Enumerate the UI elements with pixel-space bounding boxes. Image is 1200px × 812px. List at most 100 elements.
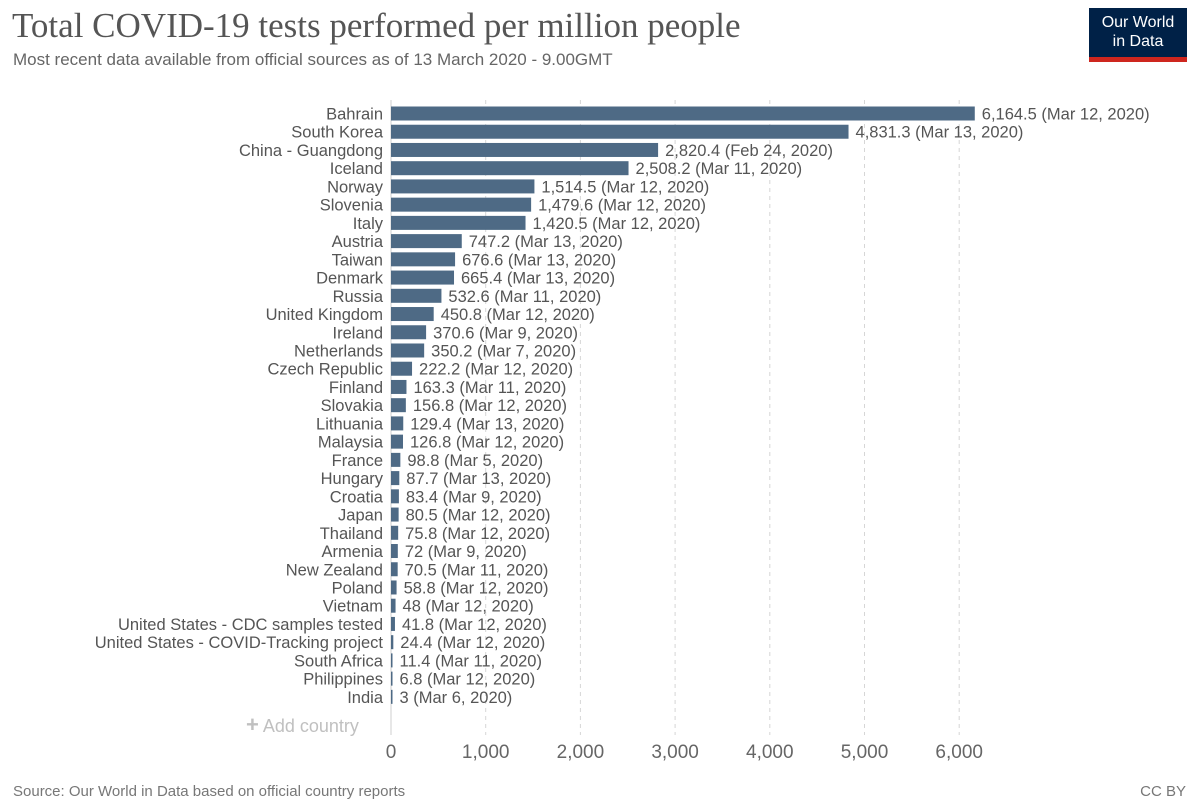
x-tick-label: 2,000 bbox=[557, 742, 605, 763]
category-label: Denmark bbox=[316, 270, 384, 288]
bar bbox=[391, 197, 532, 212]
bar bbox=[391, 161, 629, 176]
bar bbox=[391, 525, 399, 540]
category-label: Philippines bbox=[303, 671, 383, 689]
category-label: United States - CDC samples tested bbox=[118, 616, 383, 634]
bar bbox=[391, 252, 456, 267]
category-label: Croatia bbox=[330, 488, 384, 506]
data-label: 156.8 (Mar 12, 2020) bbox=[413, 397, 567, 415]
data-label: 6,164.5 (Mar 12, 2020) bbox=[982, 106, 1150, 124]
category-label: Lithuania bbox=[316, 415, 384, 433]
category-label: Slovakia bbox=[321, 397, 384, 415]
category-label: Iceland bbox=[330, 160, 383, 178]
data-label: 2,508.2 (Mar 11, 2020) bbox=[636, 160, 803, 178]
data-label: 1,479.6 (Mar 12, 2020) bbox=[538, 197, 706, 215]
bar bbox=[391, 234, 462, 249]
category-label: Taiwan bbox=[332, 251, 383, 269]
category-label: Malaysia bbox=[318, 434, 384, 452]
category-label: Bahrain bbox=[326, 106, 383, 124]
bar bbox=[391, 489, 399, 504]
category-label: China - Guangdong bbox=[239, 142, 383, 160]
category-label: New Zealand bbox=[286, 561, 383, 579]
category-label: Hungary bbox=[321, 470, 384, 488]
category-label: Thailand bbox=[320, 525, 383, 543]
bar bbox=[391, 416, 404, 431]
x-tick-label: 3,000 bbox=[651, 742, 699, 763]
x-tick-label: 0 bbox=[386, 742, 397, 763]
x-tick-label: 4,000 bbox=[746, 742, 794, 763]
bar bbox=[391, 215, 526, 230]
bar bbox=[391, 270, 455, 285]
bar bbox=[391, 325, 427, 340]
bar bbox=[391, 635, 394, 650]
bar bbox=[391, 179, 535, 194]
data-label: 163.3 (Mar 11, 2020) bbox=[413, 379, 566, 397]
bar-chart: 0 1,000 2,000 3,000 4,000 5,000 6,000 Bahrain 6,… bbox=[95, 100, 1150, 763]
chart-subtitle: Most recent data available from official… bbox=[13, 50, 613, 69]
source-note: Source: Our World in Data based on offic… bbox=[13, 783, 406, 800]
bar bbox=[391, 616, 395, 631]
data-label: 747.2 (Mar 13, 2020) bbox=[469, 233, 623, 251]
category-label: South Africa bbox=[294, 652, 384, 670]
logo-line-1: Our World bbox=[1101, 14, 1175, 31]
category-label: United States - COVID-Tracking project bbox=[95, 634, 384, 652]
data-label: 676.6 (Mar 13, 2020) bbox=[462, 251, 616, 269]
bar bbox=[391, 689, 393, 704]
data-label: 3 (Mar 6, 2020) bbox=[400, 689, 513, 707]
data-label: 129.4 (Mar 13, 2020) bbox=[410, 415, 564, 433]
data-label: 98.8 (Mar 5, 2020) bbox=[407, 452, 543, 470]
category-label: India bbox=[347, 689, 384, 707]
bar bbox=[391, 671, 393, 686]
bar bbox=[391, 307, 434, 322]
bar bbox=[391, 580, 397, 595]
data-label: 450.8 (Mar 12, 2020) bbox=[441, 306, 595, 324]
bar bbox=[391, 361, 413, 376]
data-label: 2,820.4 (Feb 24, 2020) bbox=[665, 142, 833, 160]
owid-logo[interactable]: Our World in Data bbox=[1089, 8, 1187, 62]
data-label: 75.8 (Mar 12, 2020) bbox=[405, 525, 550, 543]
data-label: 222.2 (Mar 12, 2020) bbox=[419, 361, 573, 379]
bar bbox=[391, 124, 849, 139]
bar bbox=[391, 398, 406, 413]
data-label: 11.4 (Mar 11, 2020) bbox=[400, 652, 542, 670]
data-label: 58.8 (Mar 12, 2020) bbox=[404, 579, 549, 597]
category-label: Poland bbox=[332, 579, 383, 597]
bar bbox=[391, 653, 393, 668]
bar bbox=[391, 343, 425, 358]
category-label: Vietnam bbox=[323, 598, 383, 616]
category-label: Slovenia bbox=[320, 197, 384, 215]
add-country-button[interactable]: + Add country bbox=[246, 712, 359, 738]
bar bbox=[391, 288, 442, 303]
category-label: Russia bbox=[333, 288, 384, 306]
data-label: 4,831.3 (Mar 13, 2020) bbox=[856, 124, 1024, 142]
bar bbox=[391, 106, 975, 121]
x-tick-label: 6,000 bbox=[935, 742, 983, 763]
data-label: 72 (Mar 9, 2020) bbox=[405, 543, 527, 561]
logo-accent-bar bbox=[1089, 57, 1187, 62]
logo-line-2: in Data bbox=[1112, 33, 1164, 50]
category-label: Norway bbox=[327, 178, 384, 196]
x-tick-label: 1,000 bbox=[462, 742, 510, 763]
data-label: 41.8 (Mar 12, 2020) bbox=[402, 616, 547, 634]
data-label: 80.5 (Mar 12, 2020) bbox=[406, 507, 551, 525]
data-label: 350.2 (Mar 7, 2020) bbox=[431, 342, 576, 360]
data-label: 6.8 (Mar 12, 2020) bbox=[400, 671, 536, 689]
bar bbox=[391, 598, 396, 613]
chart-title: Total COVID-19 tests performed per milli… bbox=[12, 6, 741, 45]
bar bbox=[391, 379, 407, 394]
data-label: 70.5 (Mar 11, 2020) bbox=[405, 561, 549, 579]
category-label: Ireland bbox=[333, 324, 383, 342]
license-link[interactable]: CC BY bbox=[1140, 783, 1186, 800]
data-label: 24.4 (Mar 12, 2020) bbox=[400, 634, 545, 652]
data-label: 87.7 (Mar 13, 2020) bbox=[406, 470, 551, 488]
bar bbox=[391, 507, 399, 522]
bar bbox=[391, 434, 404, 449]
category-label: Armenia bbox=[322, 543, 384, 561]
data-label: 1,420.5 (Mar 12, 2020) bbox=[533, 215, 701, 233]
data-label: 665.4 (Mar 13, 2020) bbox=[461, 270, 615, 288]
data-label: 48 (Mar 12, 2020) bbox=[403, 598, 534, 616]
category-label: South Korea bbox=[291, 124, 384, 142]
bar bbox=[391, 471, 400, 486]
category-label: Finland bbox=[329, 379, 383, 397]
category-label: France bbox=[332, 452, 383, 470]
